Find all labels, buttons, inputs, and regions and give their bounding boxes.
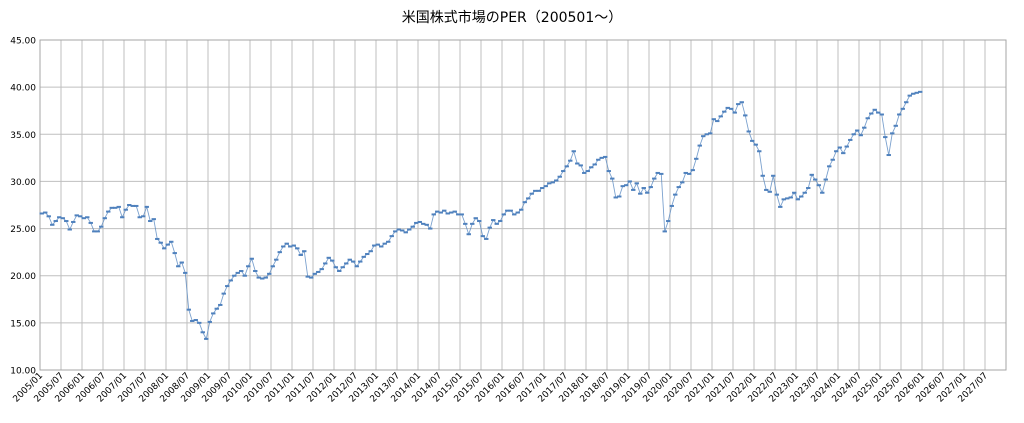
y-tick-label: 35.00 (10, 131, 36, 141)
series-line (41, 91, 921, 341)
y-tick-label: 25.00 (10, 225, 36, 235)
y-tick-label: 10.00 (10, 367, 36, 377)
y-tick-label: 20.00 (10, 272, 36, 282)
chart-title: 米国株式市場のPER（200501～） (402, 9, 622, 26)
y-tick-label: 30.00 (10, 178, 36, 188)
y-tick-label: 45.00 (10, 37, 36, 47)
plot-area-border (39, 39, 1007, 371)
y-tick-label: 40.00 (10, 84, 36, 94)
y-tick-label: 15.00 (10, 319, 36, 329)
